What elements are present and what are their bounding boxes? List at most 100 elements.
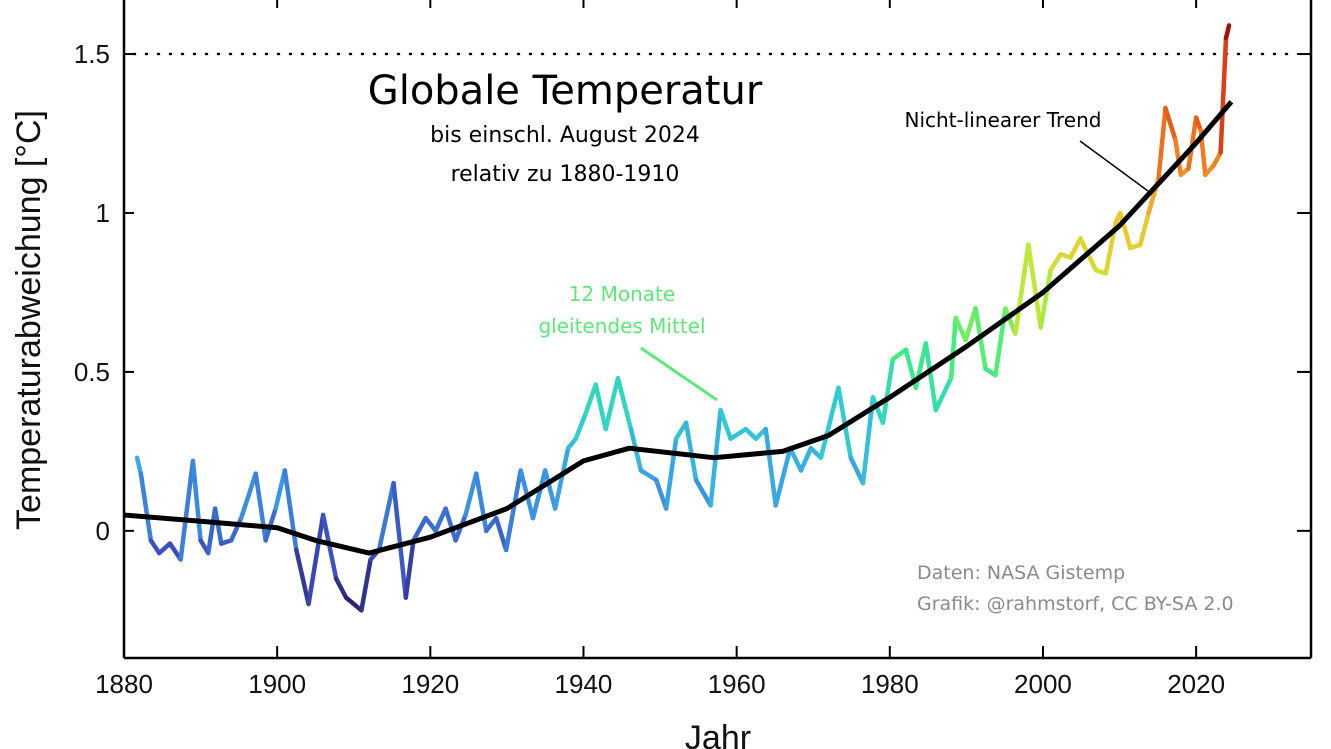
moving-average-segment bbox=[333, 576, 349, 600]
moving-average-segment bbox=[253, 471, 268, 543]
moving-average-segment bbox=[1038, 267, 1053, 330]
y-tick-label: 1.5 bbox=[74, 39, 110, 69]
moving-average-segment bbox=[263, 506, 278, 543]
moving-average-segment bbox=[728, 426, 749, 441]
moving-average-segment bbox=[583, 382, 598, 416]
moving-average-segment bbox=[1013, 242, 1031, 337]
moving-average-segment bbox=[493, 515, 509, 553]
moving-average-segment bbox=[1118, 210, 1133, 251]
moving-average-segment bbox=[443, 506, 458, 543]
moving-average-segment bbox=[1218, 35, 1229, 155]
moving-average-segment bbox=[693, 477, 713, 508]
moving-average-segment bbox=[474, 471, 489, 534]
moving-average-label-2: gleitendes Mittel bbox=[538, 314, 705, 338]
chart-subtitle-1: bis einschl. August 2024 bbox=[430, 123, 700, 148]
moving-average-pointer bbox=[640, 346, 718, 402]
credit-graphic: Grafik: @rahmstorf, CC BY-SA 2.0 bbox=[917, 593, 1234, 615]
x-axis-label: Jahr bbox=[685, 719, 751, 749]
moving-average-segment bbox=[423, 515, 438, 534]
moving-average-label-1: 12 Monate bbox=[569, 282, 675, 306]
moving-average-segment bbox=[788, 445, 804, 473]
moving-average-segment bbox=[683, 420, 699, 483]
moving-average-segment bbox=[411, 515, 428, 543]
trend-label: Nicht-linearer Trend bbox=[904, 108, 1101, 132]
moving-average-segment bbox=[530, 468, 548, 521]
moving-average-segment bbox=[306, 512, 326, 607]
moving-average-segment bbox=[663, 436, 679, 511]
moving-average-segment bbox=[1068, 236, 1083, 260]
moving-average-segment bbox=[552, 445, 571, 511]
moving-average-segment bbox=[238, 471, 258, 521]
moving-average-segment bbox=[1193, 115, 1203, 133]
y-axis-label: Temperaturabweichung [°C] bbox=[10, 110, 48, 530]
moving-average-segment bbox=[1137, 210, 1151, 248]
chart-title: Globale Temperatur bbox=[368, 68, 763, 114]
moving-average-segment bbox=[615, 376, 634, 432]
moving-average-segment bbox=[138, 471, 154, 543]
x-tick-label: 2000 bbox=[1014, 669, 1072, 699]
moving-average-series bbox=[134, 23, 1232, 613]
moving-average-segment bbox=[1173, 137, 1184, 178]
moving-average-segment bbox=[948, 315, 958, 381]
moving-average-segment bbox=[653, 477, 669, 511]
moving-average-segment bbox=[718, 407, 733, 441]
moving-average-segment bbox=[603, 376, 621, 432]
x-tick-label: 2020 bbox=[1167, 669, 1225, 699]
moving-average-segment bbox=[205, 506, 218, 556]
moving-average-segment bbox=[923, 341, 939, 413]
moving-average-segment bbox=[1156, 105, 1168, 181]
moving-average-segment bbox=[1186, 115, 1199, 171]
moving-average-segment bbox=[212, 506, 224, 546]
x-tick-label: 1900 bbox=[248, 669, 306, 699]
x-tick-label: 1980 bbox=[861, 669, 919, 699]
moving-average-segment bbox=[743, 426, 759, 441]
moving-average-segment bbox=[343, 595, 364, 613]
moving-average-segment bbox=[228, 515, 244, 543]
moving-average-segment bbox=[870, 395, 886, 426]
y-tick-label: 0.5 bbox=[74, 357, 110, 387]
moving-average-segment bbox=[818, 385, 841, 460]
x-tick-label: 1920 bbox=[401, 669, 459, 699]
moving-average-segment bbox=[848, 455, 866, 486]
moving-average-segment bbox=[542, 468, 558, 511]
trend-line bbox=[123, 100, 1234, 556]
moving-average-segment bbox=[178, 458, 196, 562]
moving-average-segment bbox=[403, 538, 416, 600]
x-tick-label: 1960 bbox=[708, 669, 766, 699]
moving-average-segment bbox=[359, 557, 373, 613]
moving-average-segment bbox=[963, 306, 978, 343]
moving-average-segment bbox=[156, 541, 173, 556]
chart-subtitle-2: relativ zu 1880-1910 bbox=[451, 162, 680, 187]
moving-average-segment bbox=[433, 506, 448, 534]
moving-average-segment bbox=[503, 468, 523, 553]
moving-average-segment bbox=[953, 315, 968, 343]
moving-average-segment bbox=[880, 356, 896, 426]
y-tick-label: 0 bbox=[96, 516, 110, 546]
moving-average-segment bbox=[376, 480, 396, 553]
moving-average-segment bbox=[1026, 242, 1043, 330]
trend-pointer bbox=[1079, 140, 1149, 192]
x-tick-label: 1880 bbox=[95, 669, 153, 699]
moving-average-segment bbox=[638, 468, 659, 483]
moving-average-segment bbox=[273, 468, 288, 511]
moving-average-segment bbox=[1211, 150, 1223, 168]
moving-average-segment bbox=[391, 480, 409, 600]
moving-average-segment bbox=[573, 410, 589, 441]
moving-average-segment bbox=[763, 426, 778, 508]
moving-average-segment bbox=[773, 445, 793, 508]
moving-average-segment bbox=[190, 458, 203, 543]
y-tick-label: 1 bbox=[96, 198, 110, 228]
moving-average-segment bbox=[890, 347, 909, 362]
x-tick-label: 1940 bbox=[555, 669, 613, 699]
moving-average-segment bbox=[320, 512, 339, 581]
moving-average-segment bbox=[933, 376, 954, 413]
moving-average-segment bbox=[1163, 105, 1178, 143]
moving-average-segment bbox=[593, 382, 608, 432]
moving-average-segment bbox=[1003, 306, 1018, 337]
credit-data: Daten: NASA Gistemp bbox=[917, 562, 1125, 584]
moving-average-segment bbox=[282, 468, 299, 553]
moving-average-segment bbox=[134, 455, 144, 476]
moving-average-segment bbox=[1048, 252, 1063, 273]
moving-average-segment bbox=[798, 445, 814, 473]
